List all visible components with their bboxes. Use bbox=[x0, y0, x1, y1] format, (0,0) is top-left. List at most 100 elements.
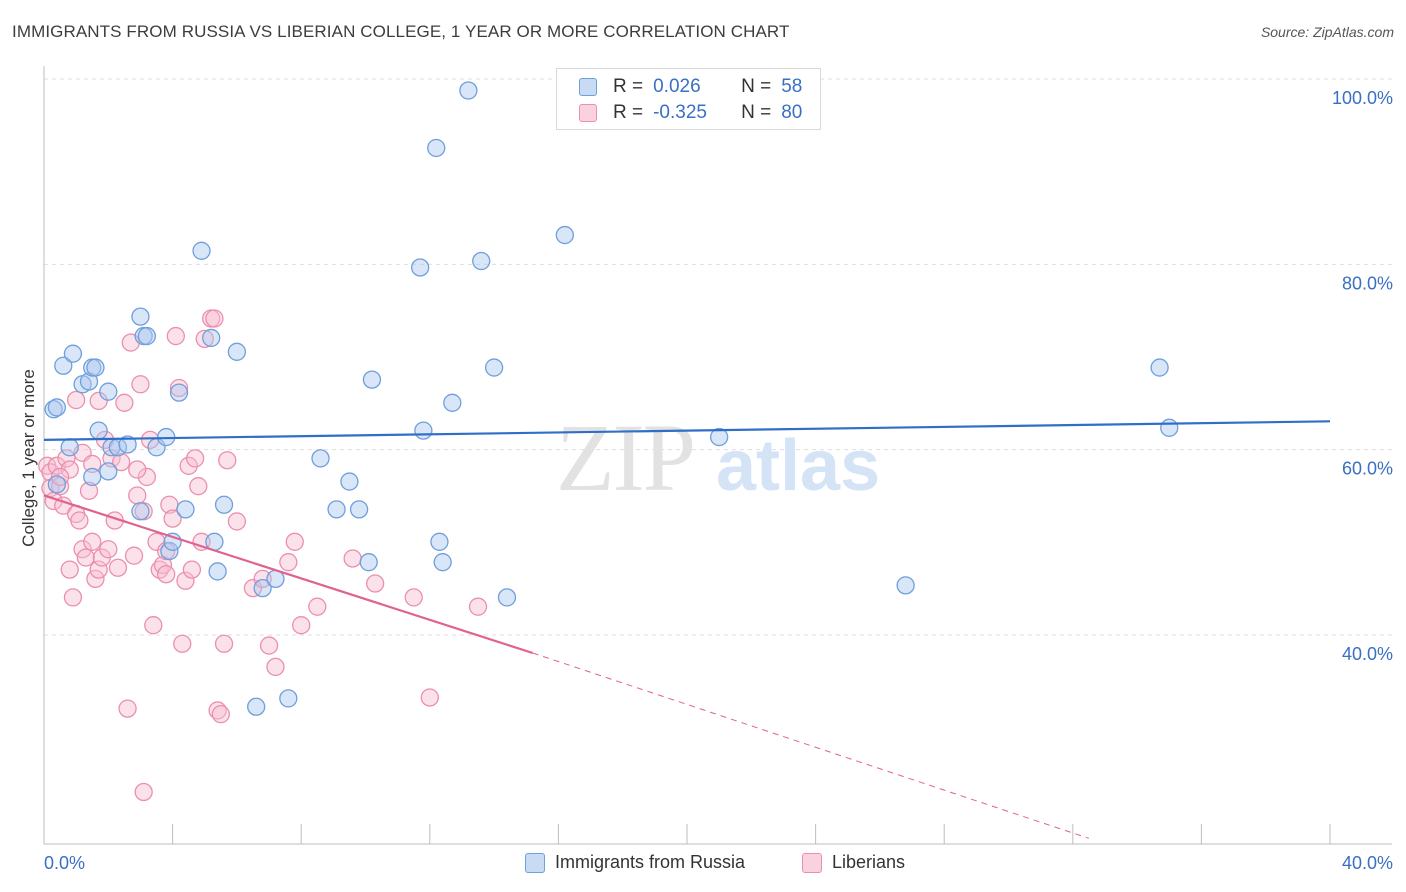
point-liberian bbox=[112, 452, 131, 472]
n-label: N = bbox=[741, 102, 772, 123]
point-russia bbox=[60, 438, 79, 457]
y-axis-label: College, 1 year or more bbox=[19, 369, 38, 547]
legend-item-liberians[interactable]: Liberians bbox=[802, 852, 905, 873]
point-liberian bbox=[134, 782, 153, 802]
point-liberian bbox=[259, 636, 279, 655]
point-liberian bbox=[128, 460, 147, 479]
point-russia bbox=[176, 500, 195, 519]
point-russia bbox=[427, 138, 446, 158]
point-russia bbox=[430, 532, 449, 551]
point-russia bbox=[340, 472, 359, 491]
point-russia bbox=[555, 225, 574, 245]
point-liberian bbox=[176, 571, 195, 590]
point-russia bbox=[131, 502, 150, 521]
point-liberian bbox=[343, 549, 362, 568]
point-russia bbox=[202, 328, 221, 348]
axis-labels: College, 1 year or more bbox=[19, 369, 38, 547]
point-russia bbox=[169, 383, 189, 402]
y-tick-label: 100.0% bbox=[1332, 88, 1393, 108]
point-russia bbox=[47, 475, 67, 494]
point-russia bbox=[349, 500, 369, 519]
point-liberian bbox=[63, 588, 83, 607]
point-liberian bbox=[266, 657, 285, 677]
point-liberian bbox=[115, 393, 134, 412]
point-liberian bbox=[108, 558, 128, 577]
point-liberian bbox=[468, 597, 488, 616]
point-russia bbox=[896, 576, 915, 595]
point-russia bbox=[44, 400, 63, 419]
point-russia bbox=[1150, 358, 1169, 377]
point-russia bbox=[1160, 418, 1179, 437]
point-liberian bbox=[292, 616, 311, 635]
legend-label-russia: Immigrants from Russia bbox=[555, 852, 746, 872]
point-liberian bbox=[189, 477, 208, 496]
point-russia bbox=[192, 241, 211, 260]
watermark-atlas: atlas bbox=[716, 426, 880, 506]
point-liberian bbox=[420, 688, 439, 707]
point-russia bbox=[54, 356, 73, 375]
point-liberian bbox=[218, 451, 237, 470]
trend-line-russia bbox=[43, 420, 1331, 441]
point-liberian bbox=[76, 548, 95, 567]
point-liberian bbox=[67, 390, 86, 410]
point-russia bbox=[459, 81, 478, 100]
point-liberian bbox=[83, 454, 102, 474]
point-russia bbox=[327, 500, 346, 519]
point-russia bbox=[472, 251, 491, 271]
n-label: N = bbox=[741, 76, 772, 97]
point-russia bbox=[433, 553, 452, 572]
point-liberian bbox=[79, 481, 99, 500]
point-liberian bbox=[128, 486, 147, 505]
point-liberian bbox=[192, 532, 211, 551]
trend-line-liberian-extension bbox=[532, 652, 1090, 839]
point-russia bbox=[484, 358, 504, 377]
y-tick-label: 40.0% bbox=[1342, 644, 1393, 664]
legend-item-russia[interactable]: Immigrants from Russia bbox=[525, 852, 745, 873]
point-liberian bbox=[227, 512, 247, 531]
point-liberian bbox=[60, 460, 79, 479]
point-liberian bbox=[243, 578, 263, 598]
point-russia bbox=[414, 421, 433, 440]
point-russia bbox=[227, 342, 247, 361]
point-liberian bbox=[137, 467, 157, 487]
point-russia bbox=[99, 462, 118, 481]
point-liberian bbox=[173, 634, 192, 653]
point-liberian bbox=[185, 449, 205, 468]
gridlines: 40.0% 60.0% 80.0% 100.0% bbox=[44, 78, 1393, 664]
point-liberian bbox=[83, 532, 102, 551]
n-value: 58 bbox=[781, 76, 803, 97]
point-liberian bbox=[144, 616, 163, 635]
point-russia bbox=[118, 435, 137, 454]
point-russia bbox=[83, 467, 102, 487]
legend-swatch-pink bbox=[579, 104, 597, 122]
point-liberian bbox=[182, 560, 202, 579]
source-label: Source: ZipAtlas.com bbox=[1260, 24, 1394, 40]
point-russia bbox=[137, 326, 157, 346]
point-liberian bbox=[365, 574, 385, 593]
legend-label-liberians: Liberians bbox=[832, 852, 906, 872]
point-russia bbox=[247, 697, 266, 716]
point-liberian bbox=[308, 597, 327, 616]
point-russia bbox=[86, 358, 105, 377]
data-points bbox=[38, 81, 1179, 802]
point-russia bbox=[362, 370, 382, 389]
point-liberian bbox=[60, 560, 79, 579]
point-russia bbox=[359, 553, 378, 572]
point-liberian bbox=[163, 509, 182, 528]
point-russia bbox=[279, 689, 298, 708]
point-russia bbox=[710, 427, 729, 447]
legend-swatch-pink bbox=[802, 852, 822, 873]
point-liberian bbox=[214, 634, 234, 653]
chart-title: IMMIGRANTS FROM RUSSIA VS LIBERIAN COLLE… bbox=[12, 22, 790, 41]
point-liberian bbox=[157, 565, 176, 584]
point-liberian bbox=[70, 511, 89, 530]
point-russia bbox=[208, 562, 227, 581]
point-liberian bbox=[147, 532, 166, 551]
trend-line-liberian bbox=[43, 494, 534, 655]
point-russia bbox=[131, 307, 150, 326]
point-liberian bbox=[89, 391, 108, 411]
r-label: R = bbox=[613, 76, 644, 97]
watermark-zip: ZIP bbox=[556, 404, 694, 511]
point-russia bbox=[311, 449, 330, 468]
point-liberian bbox=[118, 699, 137, 718]
